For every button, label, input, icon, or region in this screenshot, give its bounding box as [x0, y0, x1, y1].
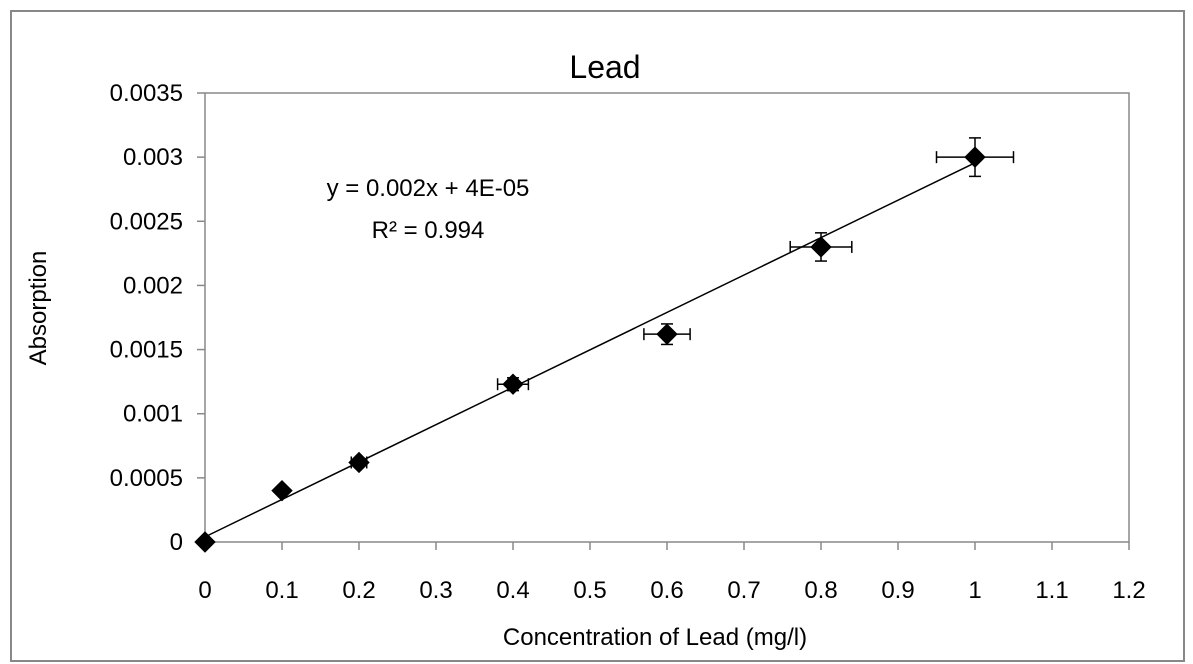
x-tick-label: 0.1 [265, 577, 298, 604]
trendline-layer [204, 162, 976, 538]
data-point-diamond [656, 323, 678, 345]
trendline-r2: R² = 0.994 [372, 217, 485, 244]
x-tick-label: 0.2 [342, 577, 375, 604]
y-tick-label: 0.003 [123, 144, 183, 171]
y-tick-label: 0.002 [123, 272, 183, 299]
x-tick-label: 1 [968, 577, 981, 604]
x-axis-ticks: 0 0.1 0.2 0.3 0.4 0.5 0.6 0.7 0.8 0.9 1 1.1 1.2 [198, 542, 1146, 604]
x-axis-title: Concentration of Lead (mg/l) [503, 624, 807, 651]
data-point-diamond [964, 146, 986, 168]
data-point-diamond [194, 531, 216, 553]
x-tick-label: 0.9 [881, 577, 914, 604]
data-point-diamond [502, 373, 524, 395]
y-tick-label: 0.0035 [110, 80, 183, 107]
plot-area [204, 92, 1130, 543]
x-tick-label: 0 [198, 577, 211, 604]
x-tick-label: 0.6 [650, 577, 683, 604]
data-point-diamond [271, 479, 293, 502]
x-tick-label: 0.4 [496, 577, 529, 604]
x-tick-label: 0.5 [573, 577, 606, 604]
data-points-layer [194, 146, 986, 553]
y-axis-title: Absorption [25, 251, 52, 366]
data-point-diamond [348, 451, 370, 474]
y-tick-label: 0.001 [123, 401, 183, 428]
x-tick-label: 0.8 [804, 577, 837, 604]
y-axis-ticks: 0 0.0005 0.001 0.0015 0.002 0.0025 0.003 0.0035 [110, 80, 205, 556]
y-tick-label: 0.0005 [110, 465, 183, 492]
y-tick-label: 0.0025 [110, 208, 183, 235]
chart-title: Lead [569, 49, 640, 85]
y-tick-label: 0.0015 [110, 337, 183, 364]
x-tick-label: 0.3 [419, 577, 452, 604]
trendline-equation: y = 0.002x + 4E-05 [327, 175, 530, 202]
y-tick-label: 0 [170, 529, 183, 556]
x-tick-label: 1.1 [1035, 577, 1068, 604]
trendline [204, 162, 976, 538]
x-tick-label: 1.2 [1112, 577, 1145, 604]
x-tick-label: 0.7 [727, 577, 760, 604]
data-point-diamond [810, 236, 832, 258]
